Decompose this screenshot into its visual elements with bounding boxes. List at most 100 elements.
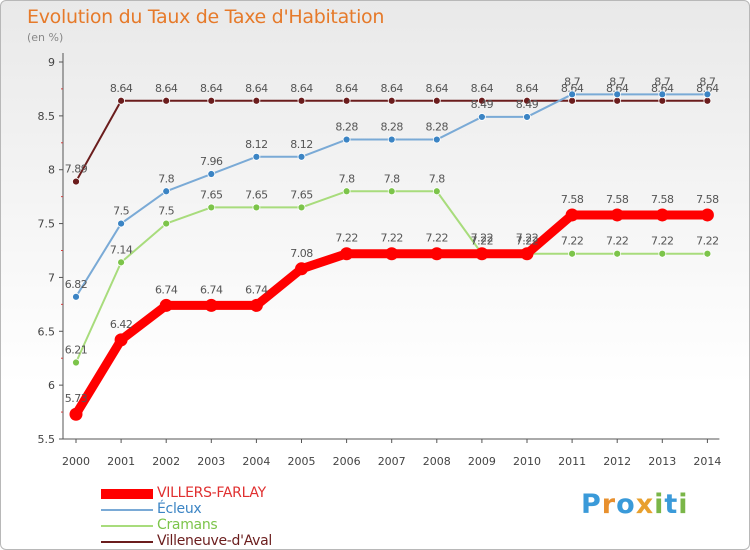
data-label--cleux: 8.7: [699, 75, 715, 88]
data-point-villeneuve-d-aval: [568, 96, 576, 105]
data-label-villeneuve-d-aval: 8.64: [561, 82, 584, 95]
data-point--cleux: [432, 135, 441, 144]
data-label-villers-farlay: 7.58: [561, 193, 584, 206]
logo-letter: P: [581, 489, 602, 520]
data-point--cleux: [387, 135, 396, 144]
data-point-villeneuve-d-aval: [162, 96, 171, 105]
legend-label: Villeneuve-d'Aval: [157, 533, 273, 549]
data-label-villers-farlay: 7.58: [696, 193, 719, 206]
x-tick-label: 2000: [62, 455, 90, 468]
data-point-villers-farlay: [385, 247, 399, 261]
data-point-villeneuve-d-aval: [523, 96, 531, 105]
data-point-villeneuve-d-aval: [703, 96, 712, 105]
legend-label: Écleux: [157, 501, 202, 517]
data-label-villers-farlay: 7.58: [651, 193, 674, 206]
data-label-villeneuve-d-aval: 7.89: [65, 163, 88, 176]
data-label-villeneuve-d-aval: 8.64: [380, 82, 403, 95]
data-label-cramans: 7.8: [384, 172, 400, 185]
data-point-villeneuve-d-aval: [477, 96, 486, 105]
data-point-cramans: [613, 249, 622, 258]
data-label--cleux: 8.28: [380, 121, 403, 134]
data-label-villers-farlay: 7.22: [380, 232, 403, 245]
data-label--cleux: 8.7: [609, 75, 625, 88]
data-point-villers-farlay: [69, 407, 83, 421]
data-point--cleux: [72, 292, 80, 301]
data-point--cleux: [523, 113, 531, 121]
x-tick-label: 2006: [333, 455, 361, 468]
data-point-villeneuve-d-aval: [342, 96, 351, 105]
data-label-villeneuve-d-aval: 8.64: [290, 82, 313, 95]
x-tick-label: 2014: [693, 455, 721, 468]
data-point--cleux: [477, 113, 486, 121]
proxiti-logo: Proxiti: [581, 489, 689, 520]
data-point-cramans: [72, 358, 80, 367]
data-label--cleux: 8.7: [564, 75, 580, 88]
data-label-villers-farlay: 7.22: [471, 232, 494, 245]
x-tick-label: 2007: [378, 455, 406, 468]
data-label-villeneuve-d-aval: 8.64: [245, 82, 268, 95]
data-label-villeneuve-d-aval: 8.64: [651, 82, 674, 95]
data-point-villers-farlay: [204, 298, 218, 312]
logo-letter: x: [635, 489, 655, 520]
data-label-villeneuve-d-aval: 8.64: [696, 82, 719, 95]
data-point-villers-farlay: [430, 247, 444, 261]
data-label-villers-farlay: 5.73: [65, 392, 88, 405]
x-tick-label: 2001: [107, 455, 135, 468]
y-tick-label: 5.5: [38, 433, 56, 446]
legend-label: Cramans: [157, 517, 218, 533]
data-label--cleux: 7.96: [200, 155, 223, 168]
data-label--cleux: 8.12: [290, 138, 313, 151]
data-label-villers-farlay: 7.22: [335, 232, 358, 245]
data-label-villeneuve-d-aval: 8.64: [516, 82, 539, 95]
data-label-cramans: 7.22: [696, 235, 719, 248]
legend-swatch: [101, 525, 153, 527]
logo-letter: r: [601, 489, 617, 520]
data-point-villeneuve-d-aval: [297, 96, 306, 105]
chart-subtitle: (en %): [27, 31, 64, 44]
x-tick-label: 2011: [558, 455, 586, 468]
data-point-cramans: [703, 249, 712, 258]
data-label-villers-farlay: 6.42: [110, 318, 133, 331]
data-point-cramans: [387, 187, 396, 196]
legend-label: VILLERS-FARLAY: [157, 485, 266, 501]
data-point-villers-farlay: [565, 208, 579, 222]
x-tick-label: 2013: [648, 455, 676, 468]
data-label-villeneuve-d-aval: 8.64: [110, 82, 133, 95]
data-point--cleux: [658, 90, 667, 99]
data-label-villers-farlay: 7.08: [290, 247, 313, 260]
logo-letter: i: [654, 489, 665, 520]
data-label-villers-farlay: 7.58: [606, 193, 629, 206]
data-label-villeneuve-d-aval: 8.64: [471, 82, 494, 95]
x-tick-label: 2008: [423, 455, 451, 468]
x-tick-label: 2012: [603, 455, 631, 468]
data-label--cleux: 8.7: [654, 75, 670, 88]
data-label--cleux: 8.49: [471, 98, 494, 111]
data-label--cleux: 8.28: [426, 121, 449, 134]
logo-letter: t: [664, 489, 679, 520]
x-tick-label: 2004: [242, 455, 270, 468]
data-label-cramans: 7.65: [290, 188, 313, 201]
data-point-villers-farlay: [114, 333, 128, 347]
data-point--cleux: [568, 90, 576, 99]
x-tick-label: 2005: [288, 455, 316, 468]
data-point-villers-farlay: [249, 298, 263, 312]
data-label-villers-farlay: 6.74: [245, 283, 268, 296]
data-label-cramans: 7.14: [110, 243, 133, 256]
x-tick-label: 2003: [197, 455, 225, 468]
data-point-cramans: [207, 203, 216, 212]
data-label-cramans: 7.22: [561, 235, 584, 248]
data-point-villeneuve-d-aval: [432, 96, 441, 105]
data-label-villers-farlay: 6.74: [155, 283, 178, 296]
data-point-villers-farlay: [655, 208, 669, 222]
legend-swatch: [101, 509, 153, 511]
data-label-cramans: 7.22: [606, 235, 629, 248]
y-tick-label: 8: [48, 164, 55, 177]
data-label-villeneuve-d-aval: 8.64: [606, 82, 629, 95]
data-label--cleux: 8.49: [516, 98, 539, 111]
y-tick-label: 7.5: [38, 218, 56, 231]
data-point-villeneuve-d-aval: [658, 96, 667, 105]
data-label-cramans: 7.22: [651, 235, 674, 248]
data-point-villers-farlay: [159, 298, 173, 312]
